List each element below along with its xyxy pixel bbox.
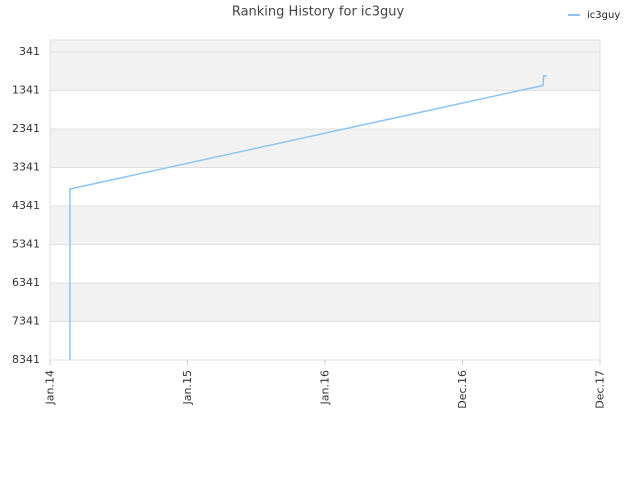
legend-label: ic3guy [587, 10, 620, 21]
x-tick-label: Jan.15 [181, 370, 194, 405]
plot-band [50, 129, 600, 168]
plot-band [50, 206, 600, 245]
x-tick-label: Jan.14 [44, 370, 57, 405]
x-tick-label: Dec.16 [456, 370, 469, 409]
y-tick-label: 5341 [12, 238, 40, 251]
y-tick-label: 1341 [12, 84, 40, 97]
y-tick-label: 6341 [12, 276, 40, 289]
y-tick-label: 2341 [12, 122, 40, 135]
x-tick-label: Jan.16 [319, 370, 332, 405]
plot-band [50, 52, 600, 91]
y-tick-label: 341 [19, 45, 40, 58]
plot-band [50, 283, 600, 322]
line-series [69, 75, 548, 360]
x-tick-label: Dec.17 [594, 370, 607, 409]
plot-band [50, 40, 600, 53]
y-tick-label: 8341 [12, 353, 40, 366]
y-tick-label: 3341 [12, 161, 40, 174]
y-tick-label: 4341 [12, 199, 40, 212]
chart-title: Ranking History for ic3guy [232, 5, 405, 20]
y-tick-label: 7341 [12, 315, 40, 328]
